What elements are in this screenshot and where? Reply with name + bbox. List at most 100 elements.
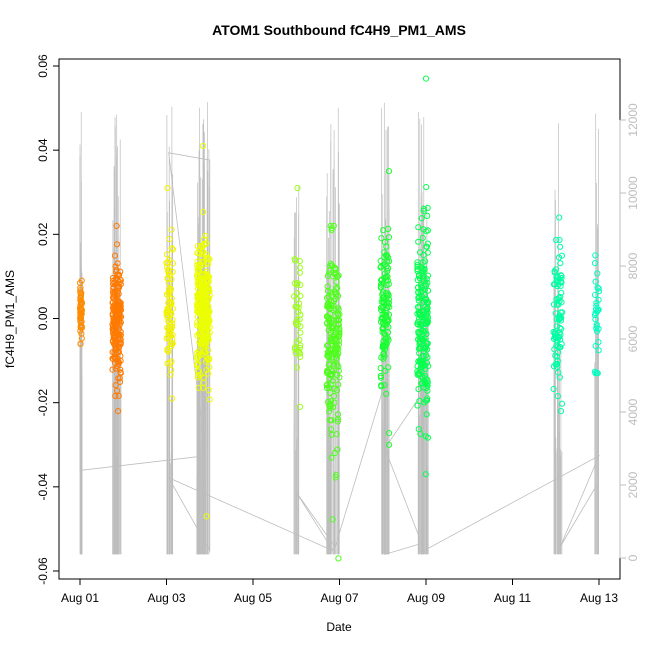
data-point	[378, 235, 385, 242]
data-point	[418, 264, 425, 271]
data-point	[420, 251, 427, 258]
data-point	[109, 338, 117, 345]
data-point	[415, 297, 422, 304]
data-point	[424, 346, 431, 353]
data-point	[195, 292, 202, 299]
data-point	[381, 381, 388, 389]
data-point	[416, 329, 423, 336]
data-point	[326, 317, 333, 324]
data-point	[329, 292, 336, 299]
data-point	[424, 287, 432, 294]
data-point	[116, 319, 123, 326]
data-point	[423, 321, 430, 328]
data-point	[414, 265, 421, 273]
data-point	[166, 331, 173, 338]
data-point	[381, 249, 388, 256]
data-point	[592, 252, 599, 259]
data-point	[415, 238, 422, 245]
data-point	[418, 215, 425, 222]
data-point	[197, 340, 204, 347]
data-point	[168, 343, 175, 350]
data-point	[334, 416, 342, 423]
data-point	[556, 316, 563, 323]
data-point	[423, 381, 431, 388]
data-point	[330, 363, 337, 370]
data-point	[166, 294, 173, 301]
data-point	[424, 387, 431, 394]
data-point	[200, 297, 207, 304]
data-point	[592, 291, 599, 298]
data-point	[414, 263, 421, 270]
data-point	[297, 311, 304, 318]
data-point	[327, 381, 334, 388]
data-point	[558, 272, 565, 279]
data-point	[200, 306, 207, 313]
data-point	[206, 396, 213, 403]
data-point	[77, 314, 85, 321]
data-point	[116, 322, 123, 329]
data-point	[115, 408, 122, 415]
data-point	[414, 371, 421, 378]
data-point	[77, 340, 84, 347]
data-point	[194, 243, 201, 250]
data-point	[110, 332, 117, 339]
data-point	[169, 246, 176, 253]
data-point	[336, 329, 343, 336]
y2-tick-label: 10000	[626, 176, 640, 210]
y-axis: -0.06 -0.04 -0.02 0.00 0.02 0.04 0.06	[36, 54, 60, 585]
data-point	[382, 313, 389, 320]
y2-tick-label: 4000	[626, 398, 640, 425]
data-point	[330, 222, 337, 229]
data-point	[325, 398, 332, 406]
data-point	[296, 269, 303, 276]
data-point	[421, 265, 428, 272]
data-point	[417, 364, 424, 371]
data-point	[324, 370, 331, 377]
data-point	[205, 286, 212, 293]
data-point	[77, 297, 84, 304]
data-point	[380, 263, 387, 270]
y2-tick-label: 8000	[626, 252, 640, 279]
data-point	[423, 184, 430, 191]
data-point	[297, 292, 304, 299]
data-point	[165, 286, 173, 293]
data-point	[200, 142, 207, 150]
data-point	[380, 300, 387, 307]
data-point	[164, 324, 171, 331]
data-point	[420, 345, 427, 352]
data-point	[169, 331, 176, 338]
data-point	[297, 353, 304, 360]
data-point	[332, 285, 339, 292]
y-tick-label: 0.04	[36, 138, 50, 162]
data-point	[77, 323, 84, 331]
data-point	[379, 291, 386, 298]
data-point	[111, 354, 119, 362]
data-point	[117, 303, 124, 310]
data-point	[378, 354, 385, 361]
data-point	[115, 349, 123, 356]
data-point	[417, 335, 424, 342]
data-points	[77, 75, 603, 562]
data-point	[383, 281, 390, 289]
data-point	[425, 363, 432, 370]
data-point	[423, 228, 430, 235]
data-point	[335, 367, 342, 374]
y2-tick-label: 12000	[626, 103, 640, 137]
data-point	[200, 303, 207, 310]
data-point	[328, 426, 335, 433]
data-point	[424, 272, 431, 279]
data-point	[557, 243, 564, 250]
data-point	[424, 395, 431, 402]
data-point	[424, 212, 431, 219]
data-point	[330, 393, 338, 400]
data-point	[197, 319, 204, 326]
data-point	[324, 368, 332, 376]
data-point	[164, 184, 171, 192]
data-point	[385, 168, 393, 175]
data-point	[113, 266, 120, 273]
data-point	[558, 314, 565, 321]
data-point	[326, 267, 333, 274]
data-point	[594, 270, 601, 277]
data-point	[204, 309, 211, 317]
data-point	[116, 378, 124, 385]
